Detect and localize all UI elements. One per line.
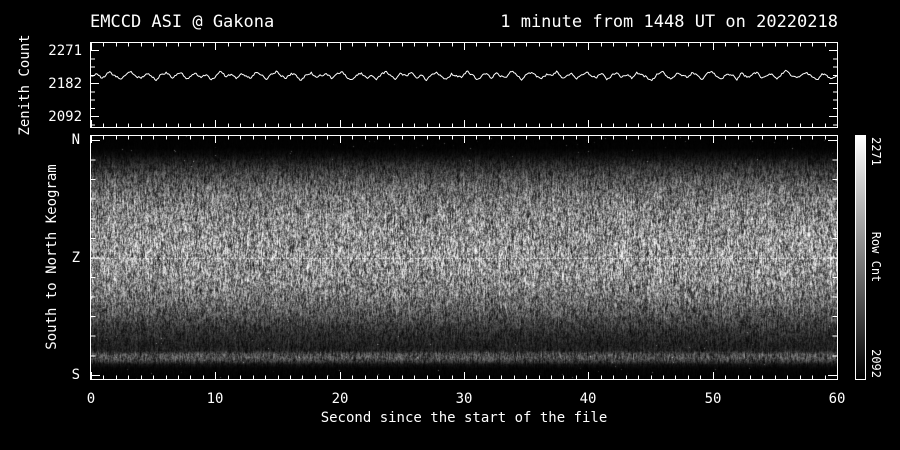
x-axis-label: Second since the start of the file: [320, 410, 608, 426]
xtick-60: 60: [828, 391, 846, 407]
xtick-10: 10: [206, 391, 224, 407]
keogram-image: [91, 136, 837, 379]
keogram-ytick-south: S: [71, 367, 80, 383]
zenith-ytick-2182: 2182: [48, 76, 82, 92]
zenith-count-panel: [90, 42, 838, 128]
xtick-20: 20: [331, 391, 349, 407]
zenith-ytick-2092: 2092: [48, 109, 82, 125]
keogram-axes: [91, 136, 837, 379]
keogram-panel: [90, 135, 838, 380]
figure-title: EMCCD ASI @ Gakona: [90, 12, 275, 32]
colorbar-title: Row Cnt: [869, 231, 883, 283]
colorbar-min-label: 2092: [869, 349, 883, 378]
colorbar-gradient: [855, 135, 866, 380]
xtick-30: 30: [455, 391, 473, 407]
xtick-0: 0: [86, 391, 96, 407]
colorbar-max-label: 2271: [869, 137, 883, 166]
keogram-ytick-zenith: Z: [71, 250, 80, 266]
figure-subtitle: 1 minute from 1448 UT on 20220218: [500, 12, 838, 32]
xtick-50: 50: [704, 391, 722, 407]
keogram-ytick-north: N: [71, 132, 80, 148]
xtick-40: 40: [579, 391, 597, 407]
zenith-ytick-2271: 2271: [48, 43, 82, 59]
zenith-axes-and-trace: [91, 43, 837, 127]
